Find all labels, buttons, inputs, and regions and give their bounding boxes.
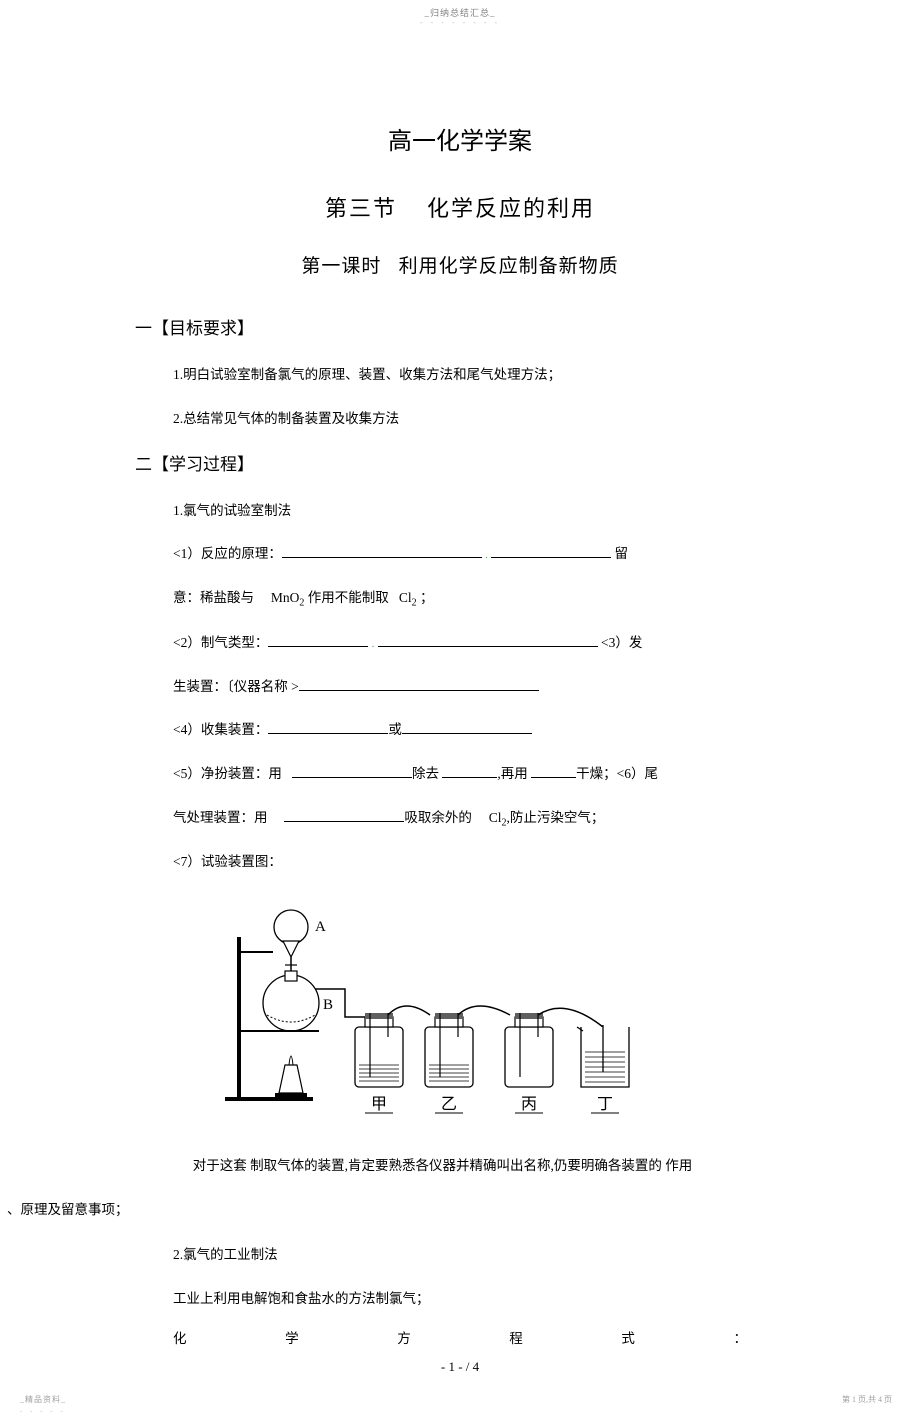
- page-number: - 1 - / 4: [441, 1359, 479, 1375]
- q2-suffix: <3）发: [601, 635, 642, 650]
- q1c-b: MnO: [271, 590, 300, 605]
- q1c-a: 意：稀盐酸与: [173, 590, 254, 605]
- section-1-head: 一【目标要求】: [135, 313, 785, 345]
- q1-prefix: <1）反应的原理：: [173, 546, 282, 561]
- q3-a: 生装置：〔仪器名称 >: [173, 679, 299, 694]
- label-yi: 乙: [441, 1096, 457, 1113]
- apparatus-svg: A B: [215, 897, 645, 1132]
- eq-c1: 化: [173, 1326, 187, 1352]
- q5-c: ,再用: [497, 766, 527, 781]
- question-6: 气处理装置：用 吸取余外的 Cl2,防止污染空气；: [173, 801, 785, 836]
- objective-1: 1.明白试验室制备氯气的原理、装置、收集方法和尾气处理方法；: [173, 358, 785, 392]
- question-3: 生装置：〔仪器名称 >: [173, 670, 785, 704]
- label-jia: 甲: [371, 1096, 387, 1113]
- blank-gas-type: [268, 633, 368, 647]
- q6-d: ,防止污染空气；: [507, 810, 605, 825]
- sub-2: 2: [299, 598, 304, 609]
- section-2-head: 二【学习过程】: [135, 449, 785, 481]
- blank-purify-2: [442, 765, 497, 779]
- question-1-cont: 意：稀盐酸与 MnO2 作用不能制取 Cl2 ；: [173, 581, 785, 616]
- bottle-bing: [505, 1013, 553, 1087]
- after-diagram-2: 、原理及留意事项；: [7, 1197, 785, 1223]
- blank-gas-type-2: [378, 633, 598, 647]
- title-lesson: 第一课时 利用化学反应制备新物质: [135, 249, 785, 285]
- q6-b: 吸取余外的: [404, 810, 472, 825]
- sub-2b: 2: [412, 598, 417, 609]
- blank-principle: [282, 545, 482, 559]
- blank-principle-2: [491, 545, 611, 559]
- q1c-d: Cl: [399, 590, 412, 605]
- label-ding: 丁: [597, 1096, 613, 1113]
- blank-tail-1: [284, 808, 404, 822]
- blank-purify-1: [292, 765, 412, 779]
- topic-1: 1.氯气的试验室制法: [173, 494, 785, 528]
- topic-2: 2.氯气的工业制法: [173, 1238, 785, 1272]
- q4-b: 或: [388, 722, 402, 737]
- section-name: 化学反应的利用: [427, 196, 595, 221]
- equation-row: 化 学 方 程 式 ：: [173, 1326, 747, 1352]
- q2-prefix: <2）制气类型：: [173, 635, 268, 650]
- title-section: 第三节 化学反应的利用: [135, 188, 785, 230]
- footer-dots: - - - - -: [20, 1407, 66, 1415]
- label-bing: 丙: [521, 1096, 537, 1113]
- eq-c5: 式: [621, 1326, 635, 1352]
- q4-a: <4）收集装置：: [173, 722, 268, 737]
- q1-suffix: 留: [615, 546, 629, 561]
- green-dot-icon: .: [485, 550, 488, 561]
- section-prefix: 第三节: [325, 196, 397, 221]
- blank-collect-2: [402, 721, 532, 735]
- q6-c: Cl: [489, 810, 502, 825]
- bottle-yi: [425, 1013, 473, 1087]
- green-dot-icon-2: .: [372, 639, 375, 650]
- blank-purify-3: [531, 765, 576, 779]
- eq-c3: 方: [397, 1326, 411, 1352]
- q1c-e: ；: [420, 590, 434, 605]
- footer-left: _精品资料_: [20, 1394, 66, 1405]
- q5-d: 干燥；<6）尾: [576, 766, 658, 781]
- title-main: 高一化学学案: [135, 120, 785, 166]
- eq-c2: 学: [285, 1326, 299, 1352]
- lesson-name: 利用化学反应制备新物质: [399, 256, 619, 277]
- topic-2-body: 工业上利用电解饱和食盐水的方法制氯气；: [173, 1282, 785, 1316]
- objective-2: 2.总结常见气体的制备装置及收集方法: [173, 402, 785, 436]
- document-content: 高一化学学案 第三节 化学反应的利用 第一课时 利用化学反应制备新物质 一【目标…: [0, 0, 920, 1351]
- label-A: A: [315, 919, 326, 935]
- q5-a: <5）净扮装置：用: [173, 766, 282, 781]
- apparatus-diagram: A B: [215, 897, 785, 1132]
- blank-apparatus-name: [299, 677, 539, 691]
- question-5: <5）净扮装置：用 除去 ,再用 干燥；<6）尾: [173, 757, 785, 791]
- eq-c4: 程: [509, 1326, 523, 1352]
- q1c-c: 作用不能制取: [308, 590, 389, 605]
- blank-collect-1: [268, 721, 388, 735]
- lesson-prefix: 第一课时: [301, 256, 381, 277]
- after-diagram-1: 对于这套 制取气体的装置,肯定要熟悉各仪器并精确叫出名称,仍要明确各装置的 作用: [135, 1150, 785, 1182]
- footer-right: 第 1 页,共 4 页: [842, 1394, 892, 1405]
- question-4: <4）收集装置： 或: [173, 713, 785, 747]
- q5-b: 除去: [412, 766, 439, 781]
- label-B: B: [323, 997, 333, 1013]
- question-7: <7）试验装置图：: [173, 845, 785, 879]
- q6-a: 气处理装置：用: [173, 810, 268, 825]
- question-2: <2）制气类型： . <3）发: [173, 626, 785, 660]
- header-dots: - - - - - - - -: [420, 18, 500, 27]
- bottle-jia: [355, 1013, 403, 1087]
- question-1: <1）反应的原理： . 留: [173, 537, 785, 571]
- beaker-ding: [577, 1025, 629, 1087]
- eq-c6: ：: [733, 1326, 747, 1352]
